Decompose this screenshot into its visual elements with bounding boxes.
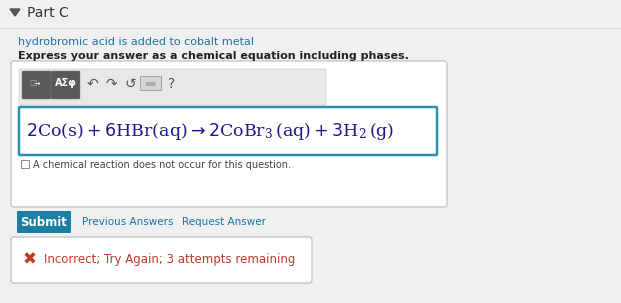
Text: Request Answer: Request Answer [182, 217, 266, 227]
FancyBboxPatch shape [11, 61, 447, 207]
Text: □: □ [29, 78, 36, 88]
Text: $2\mathregular{Co(s)}+6\mathregular{HBr(aq)}\rightarrow 2\mathregular{CoBr_3\,(a: $2\mathregular{Co(s)}+6\mathregular{HBr(… [26, 122, 394, 142]
Text: AΣφ: AΣφ [55, 78, 76, 88]
Text: Incorrect; Try Again; 3 attempts remaining: Incorrect; Try Again; 3 attempts remaini… [44, 254, 296, 267]
Text: Express your answer as a chemical equation including phases.: Express your answer as a chemical equati… [18, 51, 409, 61]
Text: ↷: ↷ [105, 77, 117, 91]
Text: A chemical reaction does not occur for this question.: A chemical reaction does not occur for t… [33, 160, 291, 170]
Text: Part C: Part C [27, 6, 69, 20]
Text: ✖: ✖ [23, 251, 37, 269]
FancyBboxPatch shape [22, 71, 51, 99]
FancyBboxPatch shape [140, 76, 161, 91]
Text: ?: ? [168, 77, 176, 91]
Text: Previous Answers: Previous Answers [82, 217, 173, 227]
Text: Submit: Submit [20, 215, 68, 228]
FancyBboxPatch shape [17, 211, 71, 233]
FancyBboxPatch shape [51, 71, 80, 99]
Polygon shape [10, 9, 20, 16]
Text: ↶: ↶ [86, 77, 98, 91]
Bar [21, 160, 29, 168]
Text: →: → [34, 78, 40, 88]
Text: hydrobromic acid is added to cobalt metal: hydrobromic acid is added to cobalt meta… [18, 37, 254, 47]
FancyBboxPatch shape [11, 237, 312, 283]
Text: ███: ███ [147, 82, 156, 85]
Text: ↺: ↺ [124, 77, 136, 91]
FancyBboxPatch shape [19, 69, 326, 105]
FancyBboxPatch shape [19, 107, 437, 155]
